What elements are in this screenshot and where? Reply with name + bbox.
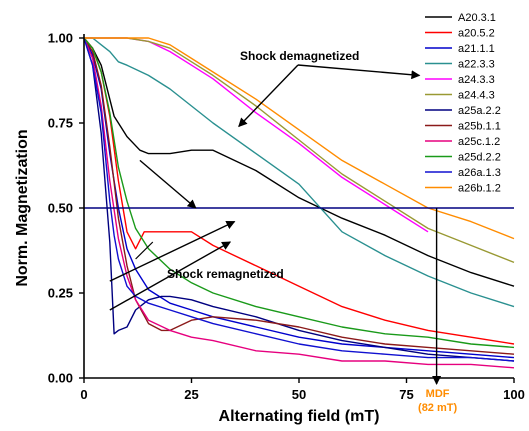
axes bbox=[79, 34, 515, 383]
legend-label-a24.3.3: a24.3.3 bbox=[458, 74, 495, 86]
y-tick-label: 1.00 bbox=[48, 31, 73, 46]
annotation-mdf-value: (82 mT) bbox=[418, 402, 457, 414]
legend-label-a26b.1.2: a26b.1.2 bbox=[458, 183, 501, 195]
annotation-shock-remagnetized: Shock remagnetized bbox=[167, 267, 284, 281]
legend-label-a21.1.1: a21.1.1 bbox=[458, 43, 495, 55]
series-line-a25b.1.1 bbox=[83, 37, 515, 355]
legend-label-a26a.1.3: a26a.1.3 bbox=[458, 167, 501, 179]
arrow-demagnetized-1 bbox=[238, 64, 299, 128]
arrow-demagnetized-2 bbox=[297, 64, 421, 80]
arrow-to-reference bbox=[139, 159, 197, 209]
series-layer bbox=[83, 37, 515, 369]
y-tick-label: 0.00 bbox=[48, 371, 73, 386]
series-line-a24.3.3 bbox=[84, 37, 429, 233]
annotation-mdf: MDF bbox=[426, 388, 450, 400]
legend-label-A20.3.1: A20.3.1 bbox=[458, 12, 496, 24]
legend: A20.3.1 a20.5.2 a21.1.1 a22.3.3 a24.3.3 a24.4… bbox=[425, 12, 501, 195]
y-tick-label: 0.50 bbox=[48, 201, 73, 216]
series-line-a25d.2.2 bbox=[83, 37, 515, 349]
series-line-a24.4.3 bbox=[84, 37, 515, 264]
series-line-a26a.1.3 bbox=[83, 37, 515, 362]
y-tick-label: 0.75 bbox=[48, 116, 73, 131]
x-tick-label: 50 bbox=[292, 387, 306, 402]
series-line-a20.5.2 bbox=[83, 37, 515, 345]
series-line-a25c.1.2 bbox=[83, 37, 515, 369]
x-tick-label: 100 bbox=[503, 387, 525, 402]
series-line-a26b.1.2 bbox=[84, 37, 515, 240]
legend-label-a25a.2.2: a25a.2.2 bbox=[458, 105, 501, 117]
tick-labels: 0 25 50 75 100 0.00 0.25 0.50 0.75 1.00 bbox=[48, 31, 525, 403]
legend-label-a20.5.2: a20.5.2 bbox=[458, 28, 495, 40]
series-line-A20.3.1 bbox=[83, 37, 515, 287]
x-tick-label: 0 bbox=[80, 387, 87, 402]
y-tick-label: 0.25 bbox=[48, 286, 73, 301]
legend-label-a25d.2.2: a25d.2.2 bbox=[458, 152, 501, 164]
legend-label-a24.4.3: a24.4.3 bbox=[458, 90, 495, 102]
annotations: Shock demagnetized Shock remagnetized MD… bbox=[109, 49, 457, 414]
arrow-remagnetized-1 bbox=[109, 220, 236, 282]
arrow-remagnetized-2 bbox=[109, 241, 232, 311]
series-line-a22.3.3 bbox=[84, 37, 515, 308]
legend-label-a25b.1.1: a25b.1.1 bbox=[458, 121, 501, 133]
x-tick-label: 75 bbox=[399, 387, 413, 402]
legend-label-a22.3.3: a22.3.3 bbox=[458, 59, 495, 71]
legend-label-a25c.1.2: a25c.1.2 bbox=[458, 136, 500, 148]
x-axis-title: Alternating field (mT) bbox=[219, 408, 380, 425]
series-line-a25a.2.2 bbox=[83, 37, 515, 362]
annotation-shock-demagnetized: Shock demagnetized bbox=[240, 49, 359, 63]
x-tick-label: 25 bbox=[184, 387, 198, 402]
arrow-remagnetized-leader bbox=[135, 241, 154, 260]
y-axis-title: Norm. Magnetization bbox=[14, 129, 31, 286]
